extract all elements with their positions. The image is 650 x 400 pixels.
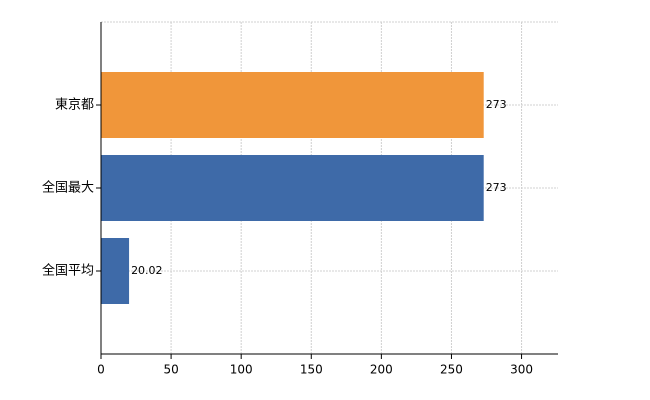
x-tick-label: 150 bbox=[300, 363, 323, 377]
data-label: 273 bbox=[486, 98, 507, 111]
bar bbox=[101, 238, 130, 304]
x-tick-label: 200 bbox=[370, 363, 393, 377]
x-tick-label: 300 bbox=[510, 363, 533, 377]
x-tick-label: 100 bbox=[230, 363, 253, 377]
y-tick-label: 全国平均 bbox=[42, 263, 94, 279]
bar bbox=[101, 155, 484, 221]
data-label: 273 bbox=[486, 181, 507, 194]
x-tick-label: 50 bbox=[163, 363, 178, 377]
y-tick-label: 東京都 bbox=[55, 97, 94, 113]
bar bbox=[101, 72, 484, 138]
x-tick-label: 250 bbox=[440, 363, 463, 377]
data-label: 20.02 bbox=[131, 264, 163, 277]
x-tick-label: 0 bbox=[97, 363, 105, 377]
y-tick-label: 全国最大 bbox=[42, 180, 94, 196]
